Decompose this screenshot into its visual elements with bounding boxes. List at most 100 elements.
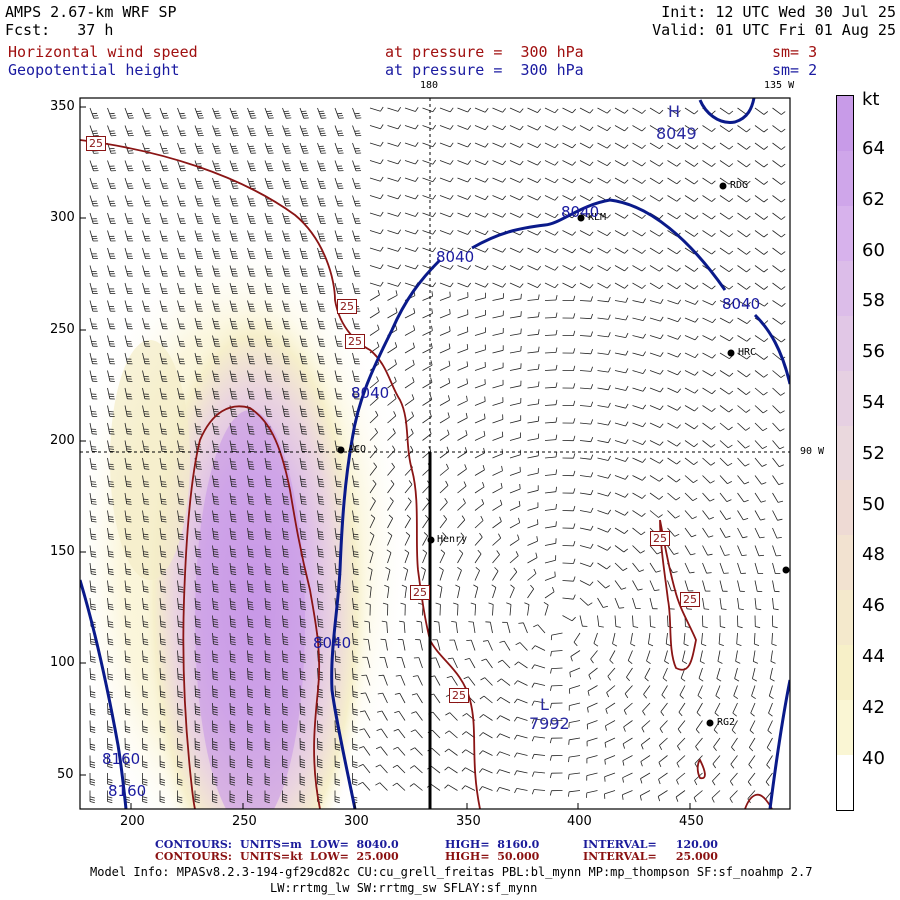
- init-time: Init: 12 UTC Wed 30 Jul 25: [661, 3, 896, 21]
- station-rdg: RDG: [730, 180, 749, 191]
- wind-label: 25: [86, 136, 106, 151]
- station-dot-henry: [427, 536, 435, 544]
- color-bar: [836, 95, 854, 811]
- height-contours: [80, 98, 790, 809]
- y-tick-label: 250: [50, 322, 75, 337]
- x-tick-label: 200: [120, 814, 145, 829]
- y-tick-label: 200: [50, 433, 75, 448]
- units-m: UNITS=m: [240, 838, 302, 851]
- colorbar-label: 58: [862, 290, 885, 312]
- high-marker: H: [668, 102, 681, 121]
- height-label: 8160: [102, 750, 141, 768]
- wind-label: 25: [410, 585, 430, 600]
- colorbar-label: 56: [862, 341, 885, 363]
- station-aco: ACO: [348, 444, 367, 455]
- y-tick-label: 150: [50, 544, 75, 559]
- colorbar-label: 64: [862, 138, 885, 159]
- high-value: 8049: [656, 124, 697, 143]
- colorbar-segment: [837, 755, 853, 811]
- high-wind: HIGH= 50.000: [445, 850, 540, 863]
- forecast-hour: Fcst: 37 h: [5, 21, 114, 39]
- meridian-90w-label: 90 W: [800, 446, 825, 457]
- field2-smoothing: sm= 2: [772, 61, 818, 79]
- colorbar-label: 60: [862, 239, 885, 261]
- colorbar-segment: [837, 260, 853, 317]
- colorbar-segment: [837, 205, 853, 262]
- wind-speed-contours: [80, 139, 773, 809]
- colorbar-label: 54: [862, 392, 885, 413]
- low-marker: L: [540, 695, 549, 714]
- x-tick-label: 350: [456, 814, 481, 829]
- station-hrc: HRC: [738, 347, 757, 358]
- low-wind: LOW= 25.000: [310, 850, 399, 863]
- colorbar-label: 42: [862, 696, 885, 718]
- station-dot-rg2: [706, 719, 714, 727]
- x-tick-label: 250: [232, 814, 257, 829]
- height-label: 8040: [722, 295, 761, 313]
- colorbar-label: 50: [862, 493, 885, 515]
- field1-smoothing: sm= 3: [772, 43, 818, 61]
- y-tick-label: 50: [57, 767, 74, 782]
- colorbar-segment: [837, 425, 853, 481]
- physics-info: LW:rrtmg_lw SW:rrtmg_sw SFLAY:sf_mynn: [270, 881, 538, 895]
- colorbar-segment: [837, 535, 853, 591]
- station-dots: [337, 182, 790, 727]
- colorbar-segment: [837, 315, 853, 372]
- station-henry: Henry: [437, 534, 468, 545]
- colorbar-segment: [837, 645, 853, 701]
- field2-level: at pressure = 300 hPa: [385, 61, 584, 79]
- colorbar-segment: [837, 150, 853, 207]
- meridian-180-label: 180: [420, 80, 439, 91]
- colorbar-segment: [837, 590, 853, 646]
- station-dot-klm: [577, 214, 585, 222]
- wind-label: 25: [337, 299, 357, 314]
- colorbar-label: 40: [862, 747, 885, 769]
- colorbar-segment: [837, 480, 853, 536]
- meridian-135w-label: 135 W: [764, 80, 795, 91]
- station-rg2: RG2: [717, 717, 736, 728]
- model-title: AMPS 2.67-km WRF SP: [5, 3, 177, 21]
- axis-ticks: [80, 106, 691, 809]
- high-height: HIGH= 8160.0: [445, 838, 540, 851]
- y-tick-label: 300: [50, 210, 75, 225]
- station-klm: KLM: [588, 212, 607, 223]
- wind-label: 25: [650, 531, 670, 546]
- colorbar-segment: [837, 370, 853, 427]
- height-label: 8040: [561, 203, 600, 221]
- field1-level: at pressure = 300 hPa: [385, 43, 584, 61]
- wind-label: 25: [449, 688, 469, 703]
- valid-time: Valid: 01 UTC Fri 01 Aug 25: [652, 21, 896, 39]
- wind-label: 25: [680, 592, 700, 607]
- station-dot-hrc: [727, 349, 735, 357]
- height-label: 8040: [313, 634, 352, 652]
- low-value: 7992: [529, 714, 570, 733]
- x-tick-label: 400: [567, 814, 592, 829]
- y-tick-label: 100: [50, 655, 75, 670]
- colorbar-segment: [837, 700, 853, 756]
- units-kt: UNITS=kt: [240, 850, 303, 863]
- colorbar-label: 62: [862, 188, 885, 210]
- map-frame: [79, 97, 791, 810]
- contours-label: CONTOURS:: [155, 850, 232, 863]
- height-label: 8040: [351, 384, 390, 402]
- station-dot-edge: [782, 566, 790, 574]
- interval-wind: INTERVAL= 25.000: [583, 850, 718, 863]
- colorbar-segment: [837, 96, 853, 152]
- colorbar-label: 44: [862, 646, 885, 667]
- y-tick-label: 350: [50, 99, 75, 114]
- field2-name: Geopotential height: [8, 61, 180, 79]
- interval-height: INTERVAL= 120.00: [583, 838, 718, 851]
- colorbar-label: 46: [862, 595, 885, 617]
- station-dot-rdg: [719, 182, 727, 190]
- height-label: 8040: [436, 248, 475, 266]
- field1-name: Horizontal wind speed: [8, 43, 198, 61]
- height-label: 8160: [108, 782, 147, 800]
- x-tick-label: 450: [679, 814, 704, 829]
- model-info: Model Info: MPASv8.2.3-194-gf29cd82c CU:…: [90, 865, 813, 879]
- colorbar-label: 52: [862, 442, 885, 464]
- contours-label: CONTOURS:: [155, 838, 232, 851]
- x-tick-label: 300: [344, 814, 369, 829]
- low-height: LOW= 8040.0: [310, 838, 399, 851]
- colorbar-label: 48: [862, 544, 885, 566]
